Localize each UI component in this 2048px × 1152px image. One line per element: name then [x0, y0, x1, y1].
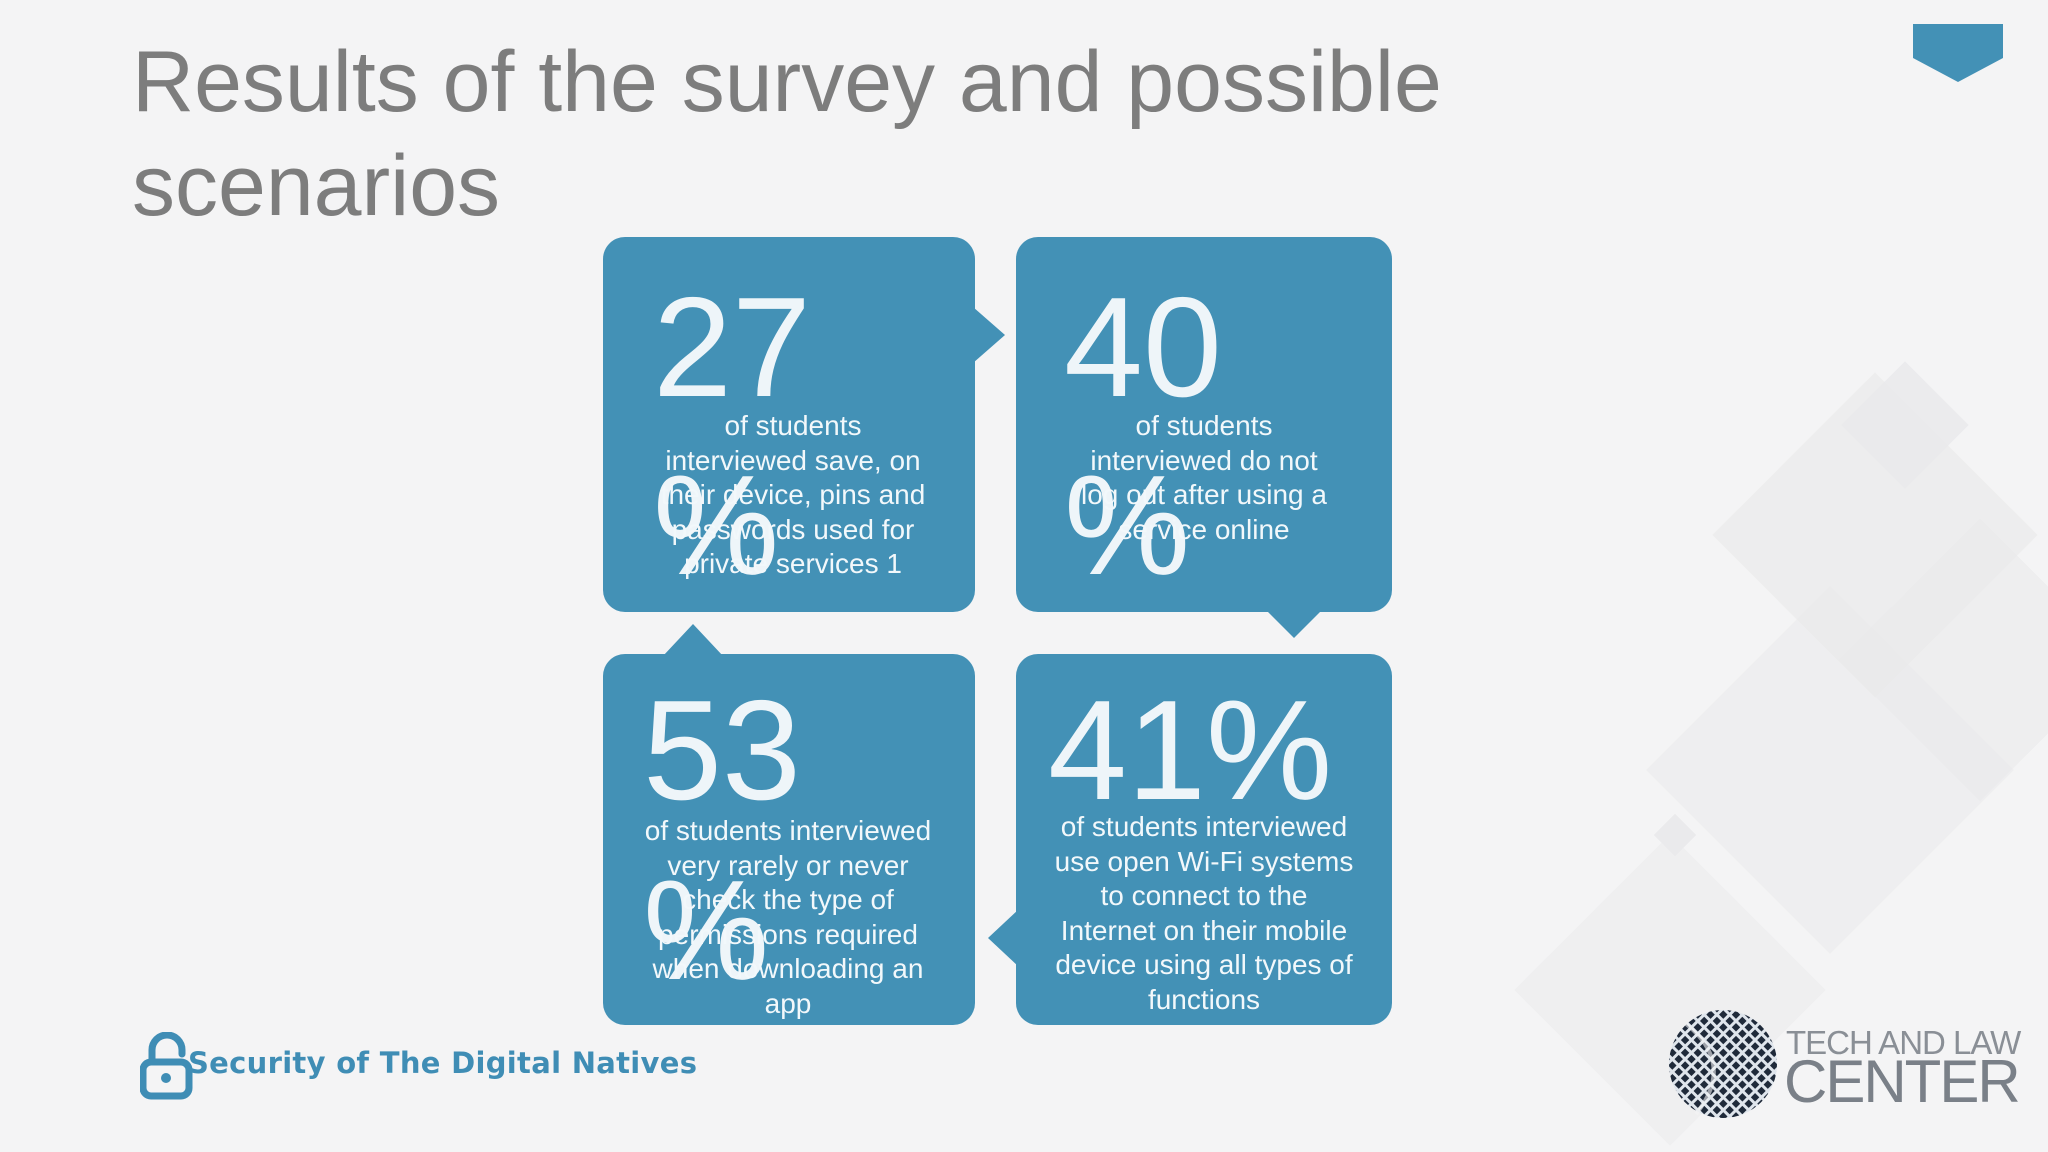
open-padlock-icon [140, 1032, 193, 1100]
stat-number: 27 [653, 268, 811, 427]
stat-percent: % [1064, 446, 1191, 605]
stat-percent: % [653, 446, 780, 605]
stat-number: 41% [1048, 671, 1333, 830]
stat-description: of students interviewed save, on their d… [660, 410, 926, 579]
stat-card-save-pins: 27 % of students interviewed save, on th… [603, 237, 1005, 612]
card-pointer [973, 307, 1005, 363]
brand-name: Security of The Digital Natives [188, 1046, 698, 1080]
stat-description: of students interviewed use open Wi-Fi s… [1054, 811, 1354, 1015]
stat-percent: % [643, 851, 770, 1010]
stat-number: 53 [643, 671, 801, 830]
stat-card-open-wifi: 41% of students interviewed use open Wi-… [988, 654, 1392, 1025]
card-pointer [988, 910, 1018, 966]
logo-text-line1: TECH AND LAW [1786, 1024, 2021, 1061]
stat-card-permissions: 53 % of students interviewed very rarely… [603, 624, 975, 1025]
stat-description: of students interviewed do not log out a… [1081, 410, 1327, 545]
stat-number: 40 [1064, 268, 1222, 427]
slide-title: Results of the survey and possible scena… [132, 34, 1442, 234]
card-pointer [663, 624, 723, 656]
card-pointer [1266, 610, 1322, 638]
logo-text-line2: CENTER [1784, 1048, 2021, 1115]
stat-card-log-out: 40 % of students interviewed do not log … [1016, 237, 1392, 638]
stat-description: of students interviewed very rarely or n… [644, 815, 932, 1019]
globe-grid-icon [1669, 1010, 1777, 1118]
corner-bookmark-icon [1913, 24, 2003, 82]
